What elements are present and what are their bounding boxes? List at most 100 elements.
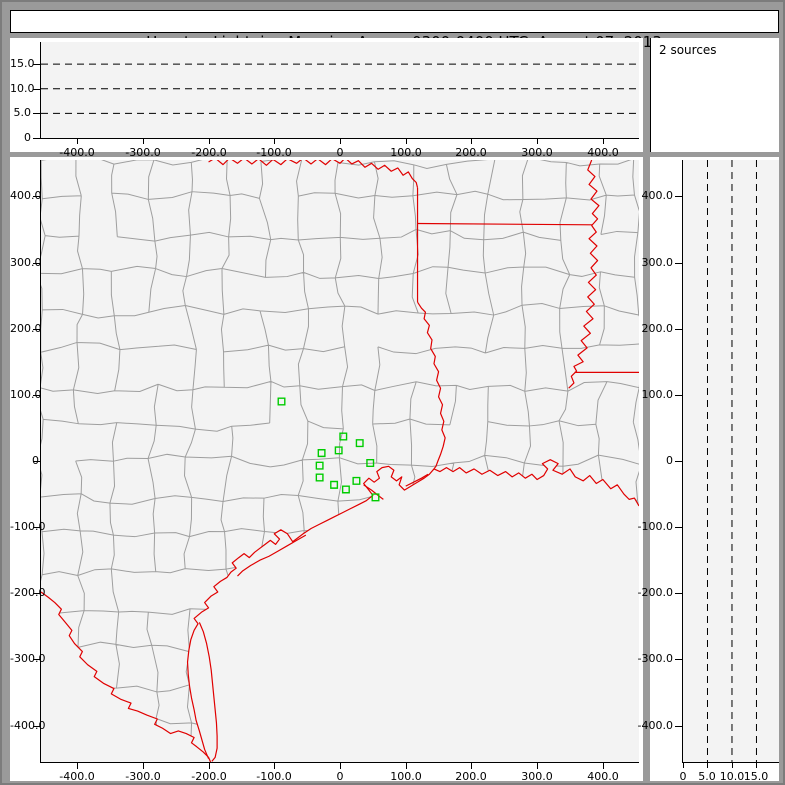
y-tick-label: 0 xyxy=(24,131,31,144)
altitude-ns-gridlines xyxy=(706,160,757,762)
map-plot xyxy=(40,160,639,763)
y-tick-label: 15.0 xyxy=(10,57,35,70)
x-tick xyxy=(340,139,341,144)
lma-station-marker xyxy=(318,450,325,457)
x-tick xyxy=(406,139,407,144)
y-tick-label: 5.0 xyxy=(13,106,32,119)
y-tick-label: -300.0 xyxy=(10,652,46,665)
lma-station-marker xyxy=(356,440,363,447)
y-tick-label: 400.0 xyxy=(10,189,42,202)
x-tick-label: -400.0 xyxy=(59,770,95,783)
y-tick xyxy=(33,329,40,330)
map-panel: -400.0 -300.0 -200.0 -100.0 0 100.0 200.0 300.0… xyxy=(10,157,643,783)
x-tick-label: 400.0 xyxy=(587,770,619,783)
x-tick-label: -100.0 xyxy=(256,146,292,159)
ar-la-border xyxy=(418,224,593,225)
lma-station-marker xyxy=(372,494,379,501)
x-tick xyxy=(274,763,275,769)
altitude-ew-panel: -400.0 -300.0 -200.0 -100.0 0 100.0 200.0 300.0… xyxy=(10,38,643,159)
x-tick xyxy=(209,763,210,769)
mexico-mask xyxy=(41,591,211,762)
x-tick-label: -100.0 xyxy=(256,770,292,783)
y-tick-label: 100.0 xyxy=(641,388,674,401)
y-tick xyxy=(675,263,682,264)
y-tick xyxy=(33,113,40,114)
x-tick xyxy=(732,763,733,768)
x-tick xyxy=(340,763,341,769)
altitude-ns-plot xyxy=(682,160,779,763)
y-tick xyxy=(33,196,40,197)
y-tick-label: 300.0 xyxy=(10,256,42,269)
y-tick xyxy=(675,726,682,727)
y-tick xyxy=(33,263,40,264)
y-tick-label: -100.0 xyxy=(10,520,46,533)
x-tick-label: 0 xyxy=(336,146,344,159)
lma-station-marker xyxy=(367,460,374,467)
x-tick xyxy=(77,139,78,144)
barrier-island xyxy=(199,622,217,761)
y-tick-label: 100.0 xyxy=(10,388,42,401)
y-tick xyxy=(675,461,682,462)
x-tick xyxy=(603,763,604,769)
x-tick-label: 5.0 xyxy=(698,770,716,783)
sabine-river-border xyxy=(418,302,446,469)
y-tick xyxy=(675,329,682,330)
y-tick-label: 200.0 xyxy=(10,322,42,335)
gulf-of-mexico-water xyxy=(187,459,639,762)
y-tick-label: -200.0 xyxy=(637,586,673,599)
altitude-ns-panel: 0 5.0 10.0 15.0 400.0 300.0 200.0 100.0 0 -100.0 -… xyxy=(638,157,779,783)
title-bar: Houston Lightning Mapping Array 0300-040… xyxy=(10,10,779,51)
state-county-map xyxy=(41,160,639,762)
y-tick-label: -400.0 xyxy=(637,719,673,732)
y-tick xyxy=(675,593,682,594)
x-tick xyxy=(537,139,538,144)
y-tick xyxy=(675,395,682,396)
x-tick-label: -200.0 xyxy=(191,146,227,159)
y-tick-label: -200.0 xyxy=(10,586,46,599)
y-tick-label: 200.0 xyxy=(641,322,674,335)
y-tick xyxy=(33,395,40,396)
y-tick-label: 0 xyxy=(666,454,673,467)
barrier-island xyxy=(237,535,305,576)
x-tick xyxy=(209,139,210,144)
x-tick xyxy=(603,139,604,144)
y-tick-label: 0 xyxy=(32,454,39,467)
x-tick-label: -200.0 xyxy=(191,770,227,783)
y-tick-label: -400.0 xyxy=(10,719,46,732)
x-tick-label: 0 xyxy=(336,770,344,783)
lma-station-marker xyxy=(316,474,323,481)
x-tick-label: 400.0 xyxy=(587,146,619,159)
y-tick xyxy=(33,726,40,727)
x-tick-label: 200.0 xyxy=(455,770,487,783)
sources-box: 2 sources xyxy=(650,38,779,152)
y-tick xyxy=(33,527,40,528)
rio-grande-border xyxy=(41,592,211,762)
y-tick-label: -100.0 xyxy=(637,520,673,533)
x-tick xyxy=(707,763,708,768)
mississippi-river-border xyxy=(569,160,599,388)
y-tick xyxy=(33,593,40,594)
y-tick xyxy=(33,138,40,139)
y-tick-label: -300.0 xyxy=(637,652,673,665)
y-tick xyxy=(675,196,682,197)
lma-station-marker xyxy=(335,447,342,454)
x-tick-label: -300.0 xyxy=(125,770,161,783)
x-tick-label: -300.0 xyxy=(125,146,161,159)
x-tick xyxy=(274,139,275,144)
x-tick-label: 0 xyxy=(679,770,687,783)
x-tick-label: 200.0 xyxy=(455,146,487,159)
y-tick xyxy=(33,64,40,65)
lma-station-marker xyxy=(353,478,360,485)
x-tick-label: 300.0 xyxy=(521,770,553,783)
gulf-coastline xyxy=(188,460,639,759)
y-tick-label: 300.0 xyxy=(641,256,674,269)
x-tick xyxy=(143,139,144,144)
y-tick xyxy=(675,659,682,660)
lma-station-marker xyxy=(331,482,338,489)
y-tick-label: 400.0 xyxy=(641,189,674,202)
x-tick xyxy=(143,763,144,769)
barrier-island xyxy=(406,474,428,486)
y-tick xyxy=(33,461,40,462)
barrier-island xyxy=(364,485,384,500)
